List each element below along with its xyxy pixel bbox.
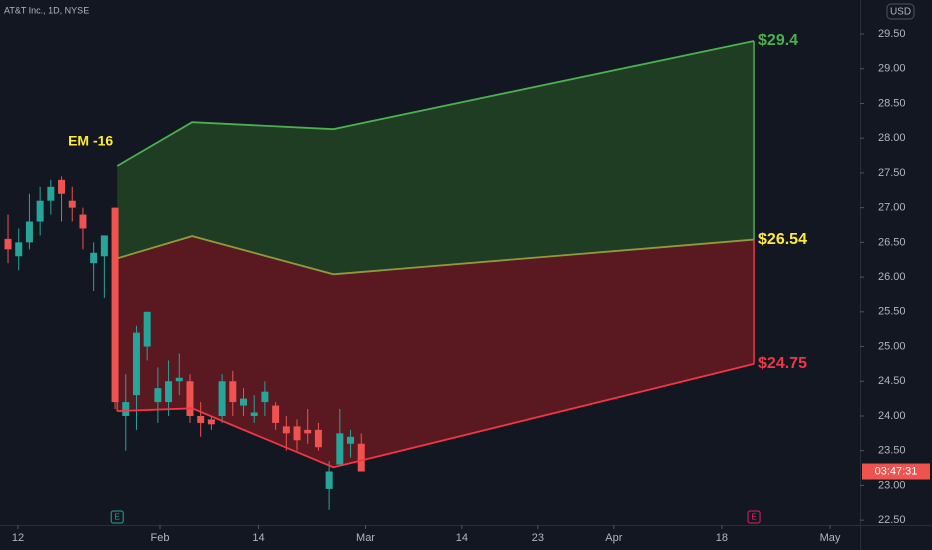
band-label: $29.4	[758, 32, 798, 49]
x-tick-label: 23	[532, 532, 544, 544]
event-label: E	[751, 513, 756, 522]
candle-body	[304, 429, 312, 434]
x-tick-label: 14	[252, 532, 264, 544]
candle-body	[272, 405, 280, 423]
x-tick-label: May	[820, 532, 841, 544]
band-label: $24.75	[758, 355, 807, 372]
annotation: EM -16	[68, 133, 113, 149]
candle-body	[314, 429, 322, 448]
y-tick-label: 25.50	[878, 306, 906, 318]
band-label: $26.54	[758, 231, 807, 248]
candle-body	[207, 419, 215, 425]
y-tick-label: 26.50	[878, 236, 906, 248]
y-tick-label: 22.50	[878, 514, 906, 526]
candle-body	[261, 391, 269, 403]
x-tick-label: Feb	[151, 532, 170, 544]
plot: EM -16 E E 03:47:31	[4, 40, 930, 524]
candle-body	[47, 186, 55, 201]
price-tag	[862, 463, 930, 480]
candle-body	[132, 332, 140, 396]
y-tick-label: 23.50	[878, 445, 906, 457]
candle-body	[4, 238, 12, 250]
x-tick-label: 18	[716, 532, 728, 544]
candle-body	[79, 214, 87, 229]
chart-title: AT&T Inc., 1D, NYSE	[4, 5, 89, 15]
x-tick-label: 12	[12, 532, 24, 544]
candle-body	[36, 200, 44, 222]
candle-body	[336, 433, 344, 465]
y-tick-label: 25.00	[878, 340, 906, 352]
y-tick-label: 29.50	[878, 28, 906, 40]
candle-body	[111, 207, 119, 403]
currency: USD	[890, 7, 911, 18]
candle-body	[122, 402, 130, 416]
candle-body	[229, 381, 237, 403]
candle-body	[154, 388, 162, 403]
candle-body	[15, 242, 23, 257]
candle-body	[282, 426, 290, 434]
x-tick-label: Apr	[605, 532, 622, 544]
candle-body	[197, 415, 205, 423]
band-line	[116, 235, 755, 276]
candle-body	[100, 235, 108, 257]
candle-body	[90, 252, 98, 264]
candle-body	[357, 443, 365, 472]
event-label: E	[115, 513, 120, 522]
y-tick-label: 28.00	[878, 132, 906, 144]
y-tick-label: 28.50	[878, 97, 906, 109]
band-line	[117, 363, 755, 469]
band-line	[116, 40, 755, 167]
candle-body	[218, 381, 226, 416]
y-tick-label: 27.00	[878, 202, 906, 214]
candle-body	[58, 179, 66, 194]
y-tick-label: 26.00	[878, 271, 906, 283]
candle-body	[25, 221, 33, 243]
y-tick-label: 24.00	[878, 410, 906, 422]
candle-body	[293, 426, 301, 441]
candle-body	[250, 412, 258, 416]
candle-body	[186, 381, 194, 416]
upper-band	[117, 40, 755, 275]
event-marker	[110, 510, 124, 524]
currency-box	[886, 3, 915, 20]
price-tag-label: 03:47:31	[875, 465, 918, 477]
candle-body	[347, 436, 355, 444]
candle-body	[68, 200, 76, 208]
y-tick-label: 24.50	[878, 375, 906, 387]
candle-body	[143, 311, 151, 347]
y-tick-label: 29.00	[878, 63, 906, 75]
candle-body	[175, 377, 183, 382]
y-tick-label: 23.00	[878, 479, 906, 491]
event-marker	[747, 510, 761, 524]
candle-body	[239, 398, 247, 406]
candle-body	[165, 381, 173, 403]
x-tick-label: Mar	[356, 532, 375, 544]
y-tick-label: 27.50	[878, 167, 906, 179]
candle-body	[325, 471, 333, 489]
x-tick-label: 14	[456, 532, 468, 544]
